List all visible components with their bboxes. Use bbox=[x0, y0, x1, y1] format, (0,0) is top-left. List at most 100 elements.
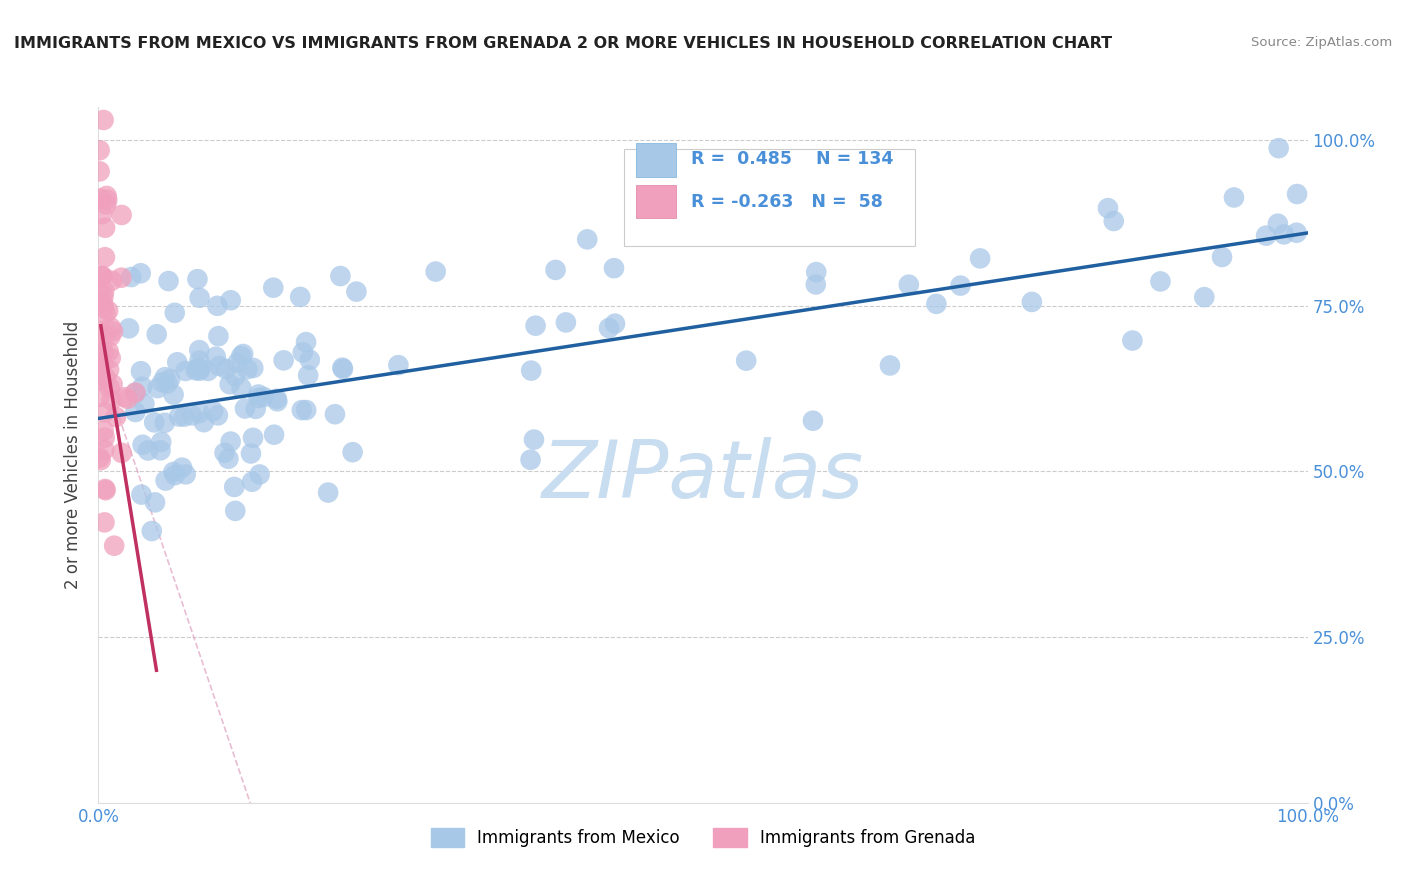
Point bbox=[90, 324, 112, 338]
Point bbox=[249, 467, 271, 482]
Point bbox=[172, 460, 194, 475]
Point bbox=[245, 401, 267, 416]
Point bbox=[332, 362, 354, 376]
Point bbox=[97, 303, 120, 318]
Point bbox=[291, 345, 314, 359]
Point bbox=[91, 356, 114, 370]
Point bbox=[297, 368, 319, 383]
Point bbox=[145, 327, 167, 342]
Point bbox=[1211, 250, 1233, 264]
Point bbox=[295, 403, 318, 417]
Point bbox=[93, 289, 115, 303]
Point bbox=[298, 352, 321, 367]
Point bbox=[188, 353, 211, 368]
Point bbox=[253, 390, 276, 404]
Point bbox=[233, 401, 256, 416]
Point bbox=[186, 272, 208, 286]
Point bbox=[218, 377, 240, 392]
Point bbox=[153, 416, 176, 430]
Point bbox=[134, 397, 156, 411]
Point bbox=[295, 335, 318, 350]
Point bbox=[207, 409, 229, 423]
Point bbox=[925, 297, 948, 311]
Point bbox=[224, 504, 246, 518]
Point bbox=[129, 364, 152, 378]
Point bbox=[146, 381, 169, 395]
Y-axis label: 2 or more Vehicles in Household: 2 or more Vehicles in Household bbox=[65, 321, 83, 589]
Text: R =  0.485    N = 134: R = 0.485 N = 134 bbox=[690, 150, 893, 169]
Point bbox=[174, 364, 197, 378]
Point bbox=[544, 263, 567, 277]
Point bbox=[136, 443, 159, 458]
Point bbox=[124, 385, 146, 400]
Point bbox=[188, 364, 211, 378]
Point bbox=[316, 485, 339, 500]
Point bbox=[1223, 190, 1246, 204]
Point bbox=[89, 192, 111, 206]
Point bbox=[118, 321, 141, 335]
Point bbox=[202, 404, 225, 418]
Point bbox=[100, 329, 122, 343]
Point bbox=[100, 393, 122, 408]
Point bbox=[188, 406, 211, 420]
Point bbox=[153, 370, 176, 384]
Point bbox=[1121, 334, 1143, 348]
Point bbox=[163, 306, 186, 320]
Point bbox=[143, 495, 166, 509]
Point bbox=[89, 164, 111, 178]
Point bbox=[89, 284, 111, 298]
Point bbox=[188, 362, 211, 376]
Point bbox=[91, 295, 114, 310]
Point bbox=[166, 355, 188, 369]
Point bbox=[157, 274, 180, 288]
Point bbox=[129, 266, 152, 280]
Point bbox=[262, 281, 284, 295]
Point bbox=[266, 394, 288, 409]
Text: ZIPatlas: ZIPatlas bbox=[541, 437, 865, 515]
Point bbox=[96, 193, 118, 207]
Point bbox=[1097, 201, 1119, 215]
Point bbox=[226, 356, 249, 370]
Point bbox=[519, 452, 541, 467]
Point bbox=[103, 539, 125, 553]
Point bbox=[207, 299, 229, 313]
Point bbox=[90, 268, 112, 283]
Point bbox=[236, 362, 259, 376]
Point bbox=[91, 344, 114, 359]
Point bbox=[90, 453, 112, 467]
Point bbox=[94, 483, 117, 498]
Point bbox=[188, 343, 211, 358]
Bar bbox=[637, 185, 676, 219]
Point bbox=[100, 320, 122, 334]
Point bbox=[1194, 290, 1216, 304]
Point bbox=[247, 391, 270, 405]
Point bbox=[94, 307, 117, 321]
Point bbox=[215, 362, 238, 376]
Point bbox=[98, 363, 121, 377]
Point bbox=[197, 364, 219, 378]
Point bbox=[188, 291, 211, 305]
Point bbox=[131, 380, 153, 394]
Point bbox=[101, 274, 124, 288]
Point bbox=[101, 325, 124, 339]
Point bbox=[247, 387, 270, 401]
Point bbox=[686, 219, 709, 233]
Point bbox=[242, 361, 264, 376]
Point bbox=[804, 277, 827, 292]
Point bbox=[231, 381, 253, 395]
Point bbox=[131, 438, 153, 452]
Point bbox=[101, 377, 124, 392]
Point bbox=[1285, 226, 1308, 240]
Point bbox=[239, 446, 262, 460]
Point bbox=[208, 359, 231, 373]
Point bbox=[93, 328, 115, 343]
Point bbox=[167, 409, 190, 424]
Point bbox=[94, 250, 117, 264]
Point bbox=[576, 232, 599, 246]
Point bbox=[554, 315, 576, 329]
Point bbox=[93, 284, 115, 298]
Point bbox=[93, 405, 115, 419]
Point bbox=[149, 443, 172, 458]
Point bbox=[93, 431, 115, 445]
Point bbox=[131, 487, 153, 501]
